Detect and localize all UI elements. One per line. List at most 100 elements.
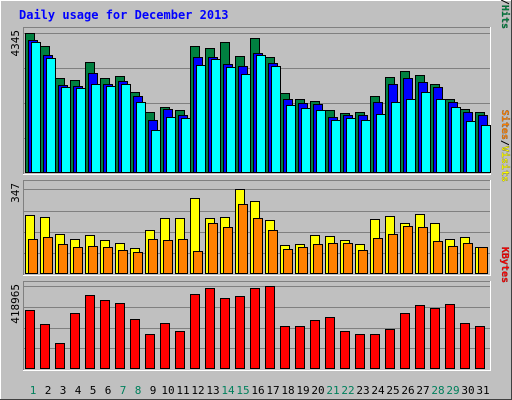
bar-pages-day-27 [421,92,431,173]
y-tick-label: 418965 [9,284,22,324]
bar-kbytes-day-12 [190,294,200,369]
bar-sites-day-27 [418,227,428,274]
chart-title: Daily usage for December 2013 [19,8,229,22]
bar-kbytes-day-1 [25,310,35,369]
bar-kbytes-day-3 [55,343,65,369]
bar-kbytes-day-11 [175,331,185,369]
bar-sites-day-20 [313,244,323,274]
bar-kbytes-day-21 [325,317,335,369]
bar-pages-day-30 [466,121,476,173]
bar-pages-day-25 [391,102,401,173]
bar-sites-day-19 [298,247,308,274]
bar-pages-day-24 [376,114,386,173]
bar-sites-day-4 [73,247,83,274]
bar-kbytes-day-25 [385,329,395,369]
bar-sites-day-7 [118,250,128,274]
bar-sites-day-21 [328,243,338,274]
bar-sites-day-5 [88,246,98,274]
x-tick-label-day-7: 7 [120,384,127,397]
bar-pages-day-17 [271,66,281,173]
bar-sites-day-14 [223,227,233,274]
panel-3: 418965 KBytes [9,247,510,371]
bar-pages-day-15 [241,74,251,173]
bar-pages-day-31 [481,125,491,173]
legend-entry-visits: Visits [499,146,511,182]
bar-sites-day-11 [178,239,188,274]
bar-kbytes-day-2 [40,324,50,369]
series-side-label: KBytes [499,247,510,283]
bar-kbytes-day-4 [70,313,80,369]
bar-sites-day-23 [358,250,368,274]
bar-kbytes-day-20 [310,320,320,369]
x-tick-label-day-21: 21 [326,384,339,397]
x-tick-label-day-5: 5 [90,384,97,397]
bar-pages-day-22 [346,118,356,173]
x-tick-label-day-28: 28 [431,384,444,397]
bar-sites-day-13 [208,223,218,274]
bar-kbytes-day-17 [265,286,275,369]
bar-kbytes-day-6 [100,300,110,369]
bar-kbytes-day-8 [130,319,140,369]
bar-kbytes-day-27 [415,305,425,369]
day-axis: 1 2 3 4 5 6 7 8 9 10 11 12 13 14 15 16 17 18 19 20 21 22 23 24 2… [30,384,490,397]
bar-kbytes-day-19 [295,326,305,369]
bar-pages-day-20 [316,110,326,173]
legend-separator: / [499,0,510,5]
x-tick-label-day-17: 17 [266,384,279,397]
bar-kbytes-day-5 [85,295,95,369]
bar-kbytes-day-23 [355,334,365,369]
series-side-label: Sites/Visits [499,110,511,182]
bar-pages-day-12 [196,65,206,173]
bar-pages-day-2 [46,58,56,173]
bar-kbytes-day-30 [460,323,470,369]
x-tick-label-day-23: 23 [356,384,369,397]
legend-separator: / [499,140,510,146]
x-tick-label-day-22: 22 [341,384,354,397]
bar-pages-day-21 [331,120,341,173]
bar-sites-day-30 [463,243,473,274]
x-tick-label-day-25: 25 [386,384,399,397]
bar-pages-day-9 [151,130,161,173]
bar-pages-day-5 [91,84,101,173]
x-tick-label-day-6: 6 [105,384,112,397]
x-tick-label-day-27: 27 [416,384,429,397]
x-tick-label-day-1: 1 [30,384,37,397]
chart-panels: 4345Pages/Files/Hits347Sites/Visits41896… [9,0,511,371]
x-tick-label-day-29: 29 [446,384,459,397]
bar-sites-day-3 [58,244,68,274]
bar-sites-day-10 [163,240,173,274]
bar-sites-day-12 [193,251,203,274]
bar-sites-day-25 [388,234,398,274]
bar-pages-day-19 [301,108,311,173]
bar-sites-day-1 [28,239,38,274]
x-tick-label-day-10: 10 [161,384,174,397]
bar-kbytes-day-26 [400,313,410,369]
bar-pages-day-8 [136,102,146,173]
bar-kbytes-day-31 [475,326,485,369]
bar-sites-day-9 [148,239,158,274]
x-tick-label-day-15: 15 [236,384,249,397]
bar-pages-day-28 [436,99,446,173]
x-tick-label-day-26: 26 [401,384,414,397]
bar-kbytes-day-9 [145,334,155,369]
bar-kbytes-day-7 [115,303,125,369]
bar-pages-day-6 [106,86,116,173]
x-tick-label-day-9: 9 [150,384,157,397]
bar-sites-day-6 [103,247,113,274]
bar-sites-day-24 [373,238,383,274]
bar-sites-day-16 [253,218,263,274]
x-tick-label-day-24: 24 [371,384,385,397]
x-tick-label-day-18: 18 [281,384,294,397]
panel-1: 4345 Pages/Files/Hits [9,0,511,175]
bar-pages-day-29 [451,107,461,173]
bar-sites-day-17 [268,230,278,274]
panel-2: 347 Sites/Visits [9,110,511,276]
bar-sites-day-18 [283,249,293,274]
bar-pages-day-18 [286,105,296,173]
bar-sites-day-8 [133,252,143,274]
legend-entry-hits: Hits [499,5,511,29]
bar-pages-day-14 [226,67,236,173]
bar-pages-day-3 [61,87,71,173]
